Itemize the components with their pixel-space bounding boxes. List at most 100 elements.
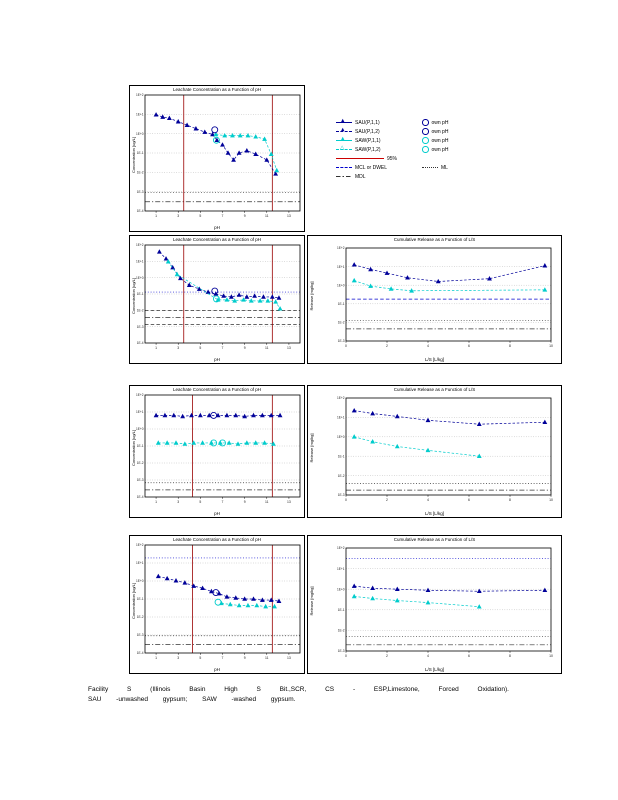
svg-text:9: 9 — [244, 656, 246, 660]
red-line-swatch — [336, 158, 384, 159]
svg-text:1E+2: 1E+2 — [136, 543, 144, 547]
legend-item-95pct: 95% — [336, 154, 496, 163]
legend-row: ▲ SAW(P,1,1) own pH — [336, 136, 496, 145]
legend-item-ml: ML — [422, 163, 496, 172]
svg-text:6: 6 — [468, 344, 470, 348]
legend-row: ▲ SAU(P,1,1) own pH — [336, 118, 496, 127]
svg-text:3: 3 — [177, 500, 179, 504]
svg-text:10: 10 — [549, 654, 553, 658]
svg-text:4: 4 — [427, 654, 429, 658]
svg-text:1E-2: 1E-2 — [338, 474, 345, 478]
chart-ls-row3: Cumulative Release as a Function of L/S … — [307, 385, 562, 518]
svg-text:5: 5 — [199, 346, 201, 350]
svg-text:1E-4: 1E-4 — [137, 341, 144, 345]
svg-text:1E-3: 1E-3 — [137, 190, 144, 194]
plot-area: 1E-4 1E-3 1E-2 1E-1 1E+0 1E+1 1E+2 1 3 5 7 9 11 13 — [130, 386, 304, 517]
svg-text:1E-1: 1E-1 — [338, 302, 345, 306]
svg-text:1E-2: 1E-2 — [137, 615, 144, 619]
svg-text:1E+2: 1E+2 — [136, 393, 144, 397]
chart-title: Leachate Concentration as a Function of … — [172, 87, 262, 92]
chart-ls-row2: Cumulative Release as a Function of L/S … — [307, 235, 562, 364]
svg-text:4: 4 — [427, 344, 429, 348]
svg-text:5: 5 — [199, 500, 201, 504]
svg-text:10: 10 — [549, 498, 553, 502]
svg-text:1E+0: 1E+0 — [337, 435, 345, 439]
triangle-open-marker-icon: △ — [336, 145, 352, 153]
legend-item-own-ph-3: own pH — [422, 136, 496, 145]
svg-text:1: 1 — [155, 214, 157, 218]
svg-text:8: 8 — [509, 344, 511, 348]
svg-text:1E-2: 1E-2 — [338, 321, 345, 325]
legend-item-own-ph-1: own pH — [422, 118, 496, 127]
svg-text:13: 13 — [287, 346, 291, 350]
svg-text:1E+0: 1E+0 — [337, 587, 345, 591]
circle-marker-icon — [422, 128, 429, 135]
plot-area: 1E-3 1E-2 1E-1 1E+0 1E+1 1E+2 0 2 4 6 8 10 — [308, 536, 561, 673]
svg-text:1E+0: 1E+0 — [136, 276, 144, 280]
svg-text:9: 9 — [244, 214, 246, 218]
chart-ls-row4: Cumulative Release as a Function of L/S … — [307, 535, 562, 674]
plot-area: 1E-3 1E-2 1E-1 1E+0 1E+1 1E+2 0 2 4 6 8 10 — [308, 236, 561, 363]
chart-ph-row3: Leachate Concentration as a Function of … — [129, 385, 305, 518]
svg-text:1E+1: 1E+1 — [337, 416, 345, 420]
svg-text:13: 13 — [287, 500, 291, 504]
caption-line-1: Facility S (Illinois Basin High S Bit.,S… — [88, 686, 509, 693]
x-axis-label: L/S [L/kg] — [424, 667, 444, 672]
x-axis-label: pH — [214, 667, 220, 672]
svg-text:1: 1 — [155, 346, 157, 350]
svg-text:1: 1 — [155, 500, 157, 504]
svg-text:1E+2: 1E+2 — [136, 93, 144, 97]
chart-title: Cumulative Release as a Function of L/S — [393, 537, 476, 542]
legend-item-mdl: MDL — [336, 172, 422, 181]
svg-text:13: 13 — [287, 214, 291, 218]
svg-text:5: 5 — [199, 656, 201, 660]
svg-text:1E-3: 1E-3 — [137, 633, 144, 637]
x-axis-label: L/S [L/kg] — [424, 357, 444, 362]
svg-text:4: 4 — [427, 498, 429, 502]
plot-area: 1E-4 1E-3 1E-2 1E-1 1E+0 1E+1 1E+2 1 3 5 7 9 11 13 — [130, 536, 304, 673]
svg-text:1E+0: 1E+0 — [337, 283, 345, 287]
svg-text:1E+2: 1E+2 — [337, 546, 345, 550]
chart-title: Leachate Concentration as a Function of … — [172, 237, 262, 242]
svg-text:1E+0: 1E+0 — [136, 579, 144, 583]
triangle-marker-icon: ▲ — [336, 118, 352, 126]
svg-text:7: 7 — [222, 500, 224, 504]
svg-text:1E-1: 1E-1 — [137, 444, 144, 448]
svg-text:3: 3 — [177, 214, 179, 218]
legend-item-saw-p12: △ SAW(P,1,2) — [336, 145, 422, 154]
svg-text:1E-3: 1E-3 — [338, 339, 345, 343]
svg-text:3: 3 — [177, 656, 179, 660]
dotted-swatch — [422, 167, 438, 168]
svg-text:8: 8 — [509, 654, 511, 658]
legend-label: 95% — [387, 155, 398, 162]
svg-text:1E+2: 1E+2 — [136, 243, 144, 247]
svg-text:7: 7 — [222, 214, 224, 218]
plot-area: 1E-4 1E-3 1E-2 1E-1 1E+0 1E+1 1E+2 1 3 5 7 9 11 13 — [130, 236, 304, 363]
svg-text:1E+2: 1E+2 — [337, 396, 345, 400]
svg-text:11: 11 — [265, 214, 269, 218]
svg-text:11: 11 — [265, 500, 269, 504]
chart-title: Leachate Concentration as a Function of … — [172, 387, 262, 392]
svg-text:11: 11 — [265, 656, 269, 660]
svg-text:10: 10 — [549, 344, 553, 348]
svg-text:3: 3 — [177, 346, 179, 350]
svg-text:1E-1: 1E-1 — [137, 597, 144, 601]
svg-text:1E+0: 1E+0 — [136, 132, 144, 136]
svg-text:6: 6 — [468, 654, 470, 658]
svg-text:1E-2: 1E-2 — [137, 309, 144, 313]
legend-item-own-ph-4: own pH — [422, 145, 496, 154]
legend-label: SAW(P,1,2) — [355, 146, 381, 153]
svg-text:7: 7 — [222, 346, 224, 350]
chart-ph-row4: Leachate Concentration as a Function of … — [129, 535, 305, 674]
svg-text:11: 11 — [265, 346, 269, 350]
chart-legend: ▲ SAU(P,1,1) own pH ▲ SAU(P,1,2) own pH … — [336, 118, 496, 181]
svg-text:1E-1: 1E-1 — [137, 151, 144, 155]
svg-text:9: 9 — [244, 500, 246, 504]
circle-marker-icon — [422, 119, 429, 126]
legend-row: ▲ SAU(P,1,2) own pH — [336, 127, 496, 136]
chart-title: Cumulative Release as a Function of L/S — [393, 237, 476, 242]
svg-text:1E-2: 1E-2 — [338, 629, 345, 633]
svg-text:1E-1: 1E-1 — [137, 292, 144, 296]
svg-text:1E+0: 1E+0 — [136, 427, 144, 431]
x-axis-label: pH — [214, 225, 220, 230]
